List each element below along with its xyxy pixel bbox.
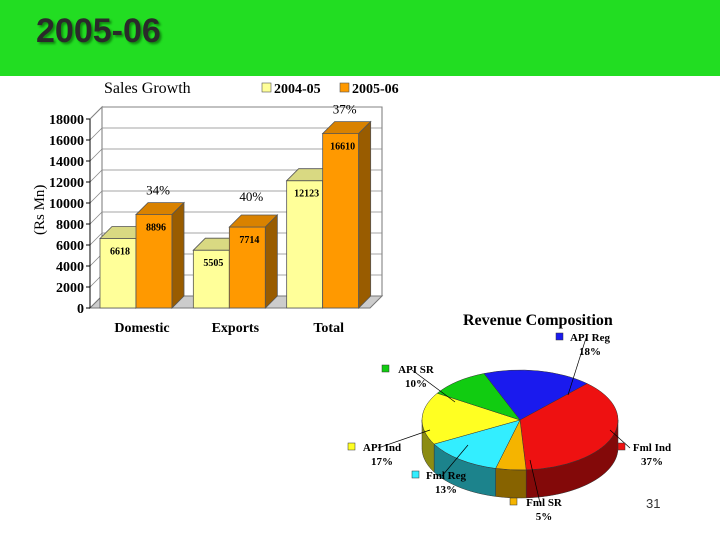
pie-slice-api-ind	[421, 392, 521, 445]
pie-slice-fml-ind	[519, 383, 619, 471]
y-tick-label: 12000	[49, 176, 84, 191]
pie-side-fml-sr	[495, 468, 527, 499]
pie-slice-api-sr	[436, 373, 521, 421]
pie-slice-api-reg	[483, 369, 588, 421]
pie-label-value: 13%	[435, 484, 457, 496]
pie-label-value: 10%	[405, 378, 427, 390]
legend-label: 2005-06	[352, 82, 399, 97]
bar-value-label: 6618	[110, 247, 130, 258]
pie-label-value: 37%	[641, 456, 663, 468]
category-label: Exports	[212, 321, 260, 336]
y-tick-label: 0	[77, 302, 84, 317]
pie-label-value: 18%	[579, 346, 601, 358]
growth-label: 34%	[146, 183, 170, 198]
bar-value-label: 5505	[203, 258, 223, 269]
page-title: 2005-06	[36, 12, 161, 50]
pie-label-name: Fml Reg	[426, 470, 467, 482]
bar-total-2005-06: 16610	[321, 120, 372, 309]
category-label: Total	[313, 321, 344, 336]
pie-slice-fml-reg	[433, 419, 521, 469]
y-axis-label: (Rs Mn)	[32, 185, 48, 235]
bar-chart-title: Sales Growth	[104, 80, 191, 97]
pie-label-value: 5%	[536, 511, 553, 523]
pie-label-name: API SR	[398, 364, 435, 376]
pie-label-name: API Ind	[363, 442, 401, 454]
y-tick-label: 2000	[56, 281, 84, 296]
bar-value-label: 16610	[330, 142, 355, 153]
growth-label: 40%	[239, 189, 263, 204]
pie-label-name: Fml Ind	[633, 442, 671, 454]
y-tick-label: 14000	[49, 155, 84, 170]
category-label: Domestic	[114, 321, 169, 336]
growth-label: 37%	[333, 102, 357, 117]
y-tick-label: 10000	[49, 197, 84, 212]
legend-label: 2004-05	[274, 82, 321, 97]
bar-value-label: 12123	[294, 189, 319, 200]
y-tick-label: 6000	[56, 239, 84, 254]
revenue-composition-chart: Revenue Composition API Reg 18% Fml Ind 37%…	[347, 312, 671, 523]
bar-legend: 2004-05 2005-06	[261, 82, 399, 97]
bar-exports-2005-06: 7714	[228, 214, 279, 309]
pie-chart-title: Revenue Composition	[463, 312, 613, 329]
bar-value-label: 7714	[239, 235, 259, 246]
title-banner: 2005-06	[0, 0, 720, 76]
pie-label-name: Fml SR	[526, 497, 563, 509]
y-tick-label: 18000	[49, 113, 84, 128]
page-number: 31	[646, 496, 661, 511]
bar-domestic-2005-06: 8896	[135, 201, 185, 309]
pie-label-name: API Reg	[570, 332, 611, 344]
bar-value-label: 8896	[146, 223, 166, 234]
y-tick-label: 4000	[56, 260, 84, 275]
sales-growth-chart: Sales Growth 2004-05 2005-06 (Rs Mn) 0 200…	[32, 80, 399, 336]
y-tick-label: 16000	[49, 134, 84, 149]
pie-label-value: 17%	[371, 456, 393, 468]
y-tick-label: 8000	[56, 218, 84, 233]
